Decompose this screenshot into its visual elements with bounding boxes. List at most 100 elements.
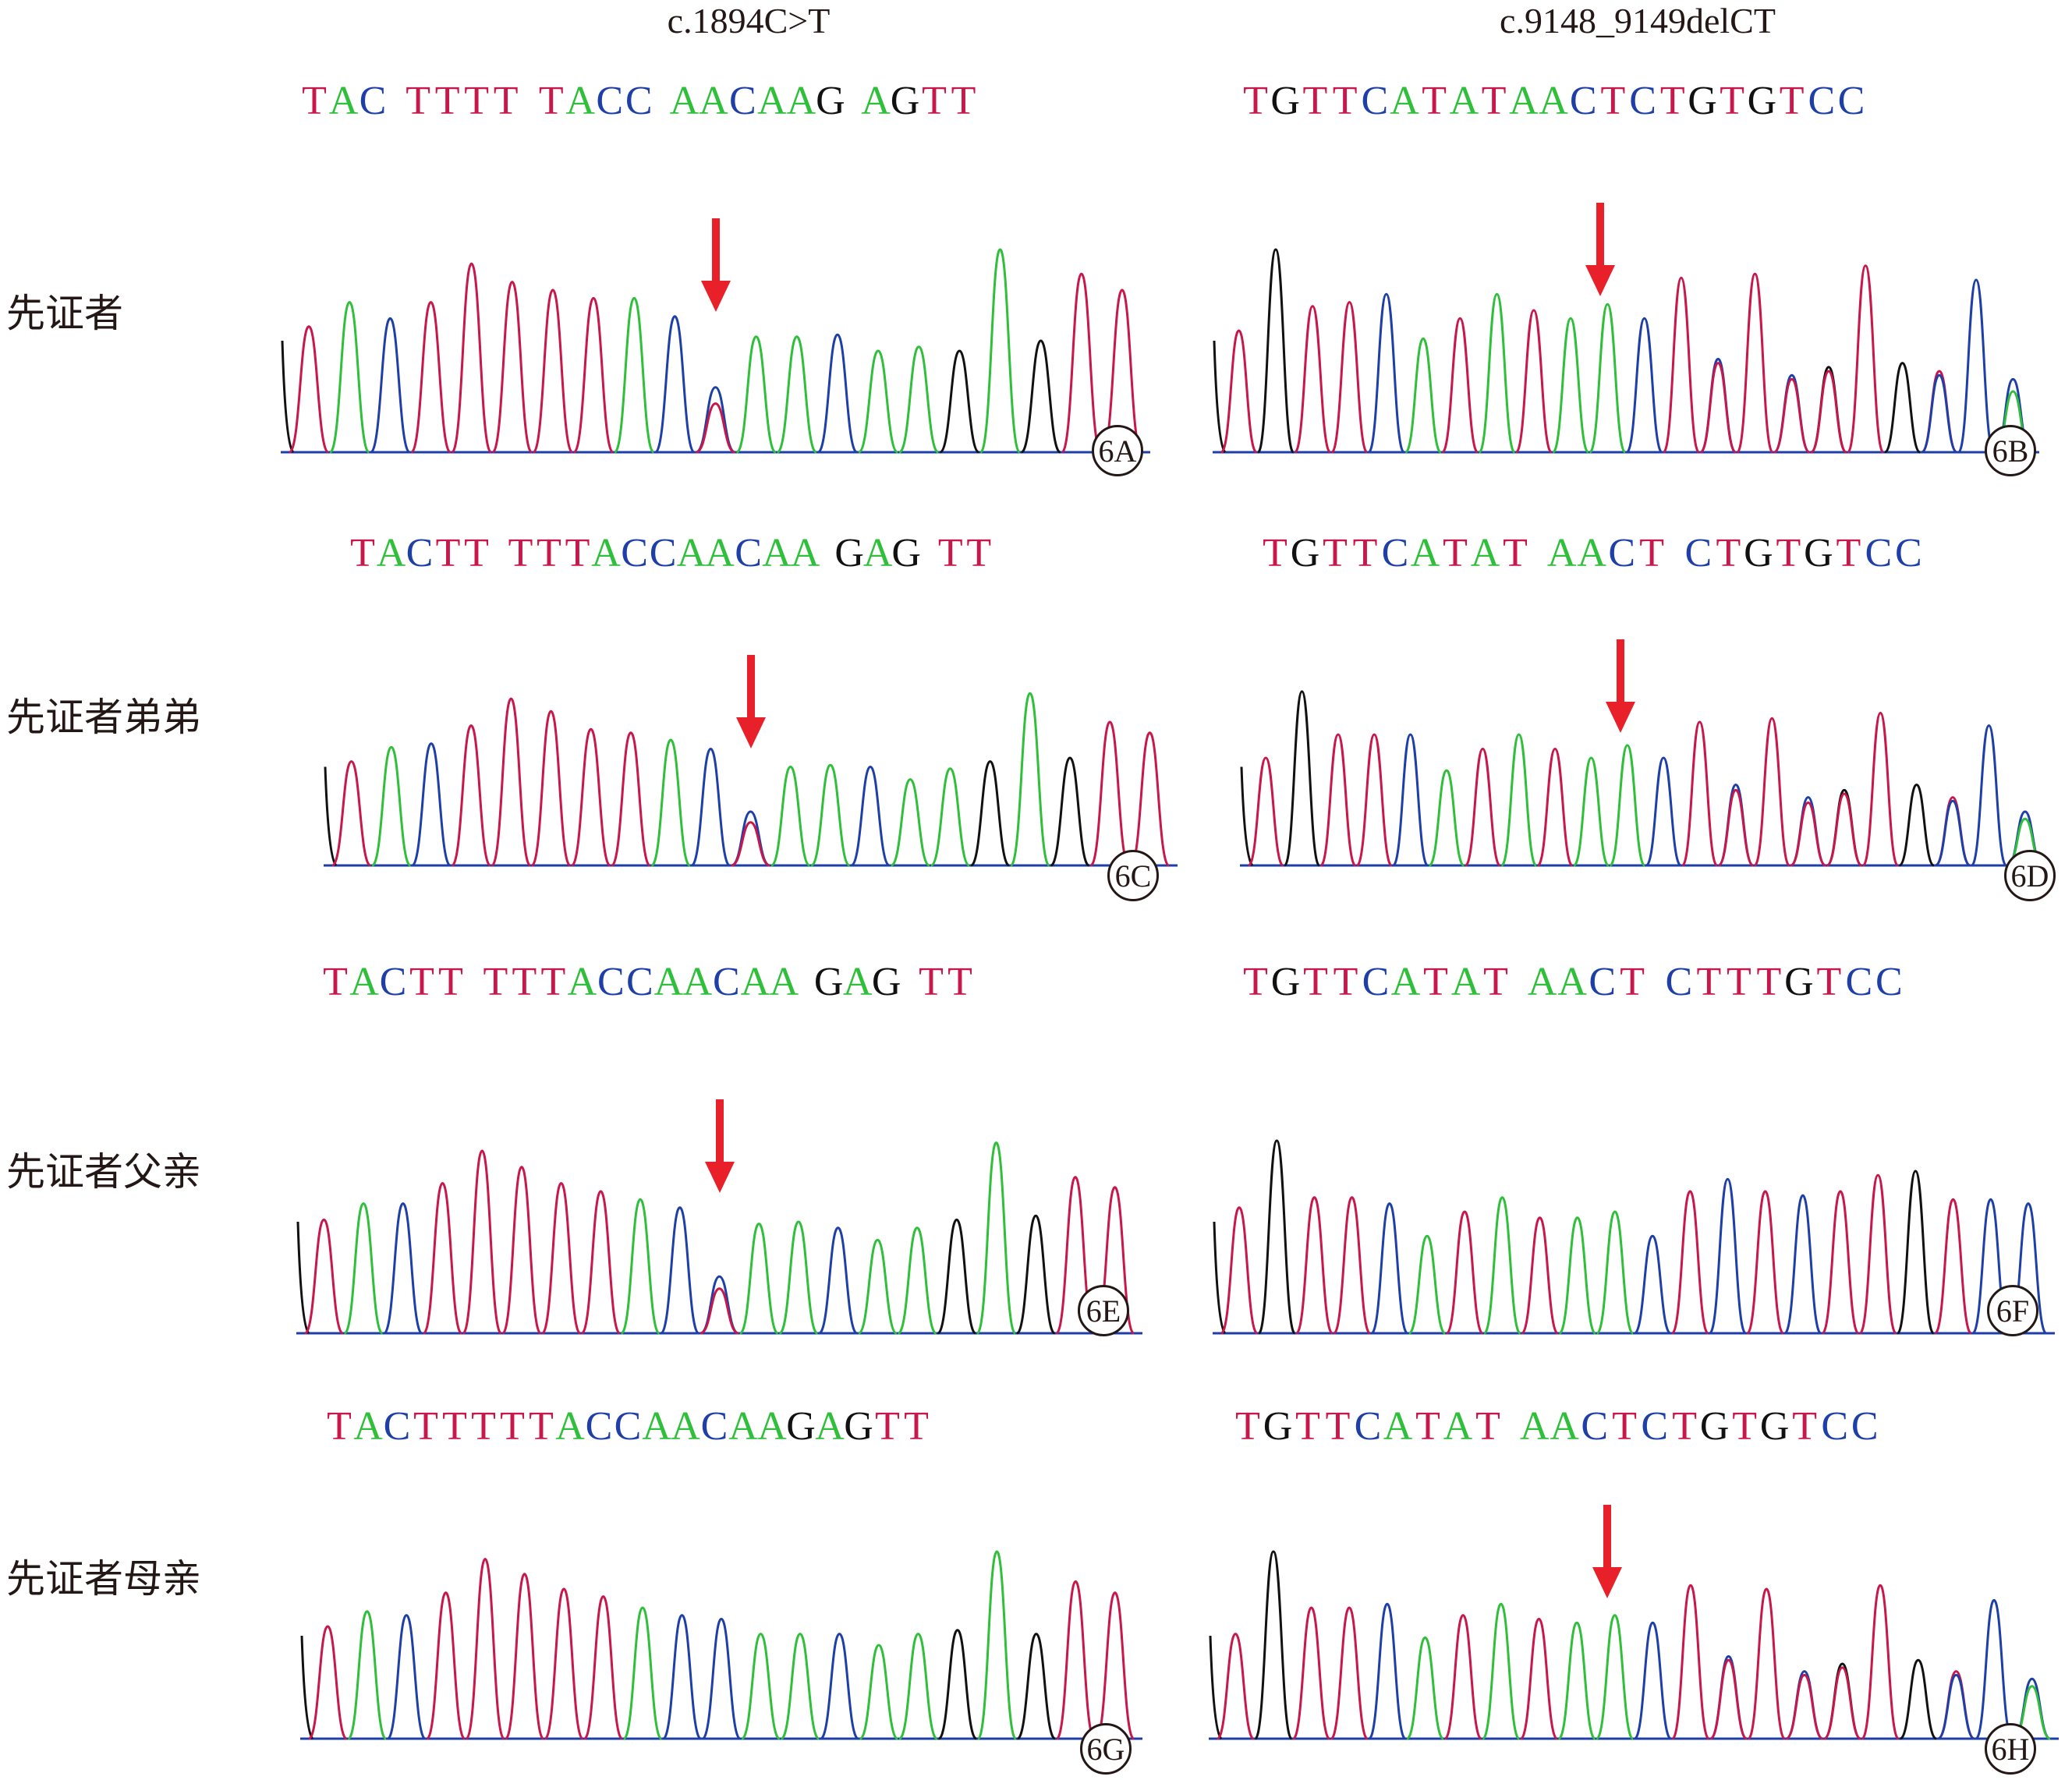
trace-start xyxy=(1209,1635,1223,1740)
base-letter: A xyxy=(740,960,770,1004)
base-letter: A xyxy=(1410,531,1440,575)
base-letter: C xyxy=(1361,79,1389,123)
peak-C xyxy=(382,1202,423,1335)
base-letter: C xyxy=(1354,1404,1382,1449)
peak-T xyxy=(1095,1591,1135,1740)
peak-A xyxy=(1478,292,1516,454)
base-letter: A xyxy=(786,79,816,123)
peak-T xyxy=(1709,1658,1748,1740)
peak-T xyxy=(1861,711,1900,867)
base-letter: T xyxy=(1235,1404,1260,1449)
peak-T xyxy=(731,821,770,867)
peak-T xyxy=(1330,301,1369,454)
base-letter: T xyxy=(350,531,375,575)
panel-badge: 6G xyxy=(1080,1723,1132,1775)
base-letter: G xyxy=(786,1404,816,1449)
base-letter: G xyxy=(1270,960,1301,1004)
peak-C xyxy=(1633,1621,1673,1740)
base-letter: T xyxy=(529,1404,554,1449)
peak-T xyxy=(1790,801,1826,867)
peak-A xyxy=(740,1633,781,1740)
mutation-arrow xyxy=(735,655,766,748)
peak-T xyxy=(1826,792,1863,867)
peak-T xyxy=(1333,1196,1372,1335)
mutation-arrow xyxy=(704,1099,735,1193)
peak-T xyxy=(1216,1633,1256,1740)
peak-T xyxy=(1355,733,1393,867)
base-letter: A xyxy=(1449,79,1479,123)
peak-C xyxy=(1391,733,1429,867)
peak-A xyxy=(857,1238,898,1335)
peak-A xyxy=(1405,1636,1445,1740)
mutation-arrow xyxy=(1585,203,1615,296)
peak-C xyxy=(1937,1673,1975,1740)
peak-G xyxy=(1883,362,1921,454)
panel-6a: T A C T T T T T A C C A A C A A G A G T T 6A xyxy=(281,78,1150,480)
base-letter: T xyxy=(512,960,537,1004)
base-letter: A xyxy=(1383,1404,1413,1449)
base-letter: C xyxy=(1837,79,1865,123)
peak-A xyxy=(347,1610,388,1740)
base-letter: A xyxy=(762,531,792,575)
peak-T xyxy=(1933,1198,1973,1335)
peak-C xyxy=(1957,278,1996,454)
base-letter: T xyxy=(1732,1404,1758,1449)
base-letter: A xyxy=(328,79,359,123)
peak-T xyxy=(1101,288,1143,454)
peak-T xyxy=(1785,1673,1823,1740)
base-letter: A xyxy=(862,531,893,575)
panel-6h: T G T T C A T A T A A C T C T G T G T C C 6H xyxy=(1209,1403,2059,1778)
base-letter: C xyxy=(1821,1404,1849,1449)
base-letter: C xyxy=(1665,960,1693,1004)
peak-T xyxy=(1847,264,1885,454)
peak-C xyxy=(653,315,696,454)
peak-A xyxy=(810,763,851,867)
base-letter: T xyxy=(442,1404,467,1449)
base-letter: A xyxy=(1539,79,1568,123)
base-letter: T xyxy=(1333,960,1358,1004)
peak-T xyxy=(1220,1206,1259,1335)
peak-T xyxy=(1717,788,1755,867)
peak-A xyxy=(1558,1216,1597,1335)
base-letter: T xyxy=(1483,960,1508,1004)
peak-A xyxy=(979,248,1021,454)
base-letter: C xyxy=(1362,960,1390,1004)
peak-T xyxy=(1445,1210,1484,1335)
peak-T xyxy=(1536,747,1574,867)
peak-A xyxy=(738,1223,780,1335)
base-letter: T xyxy=(1423,960,1448,1004)
panel-6f: T G T T C A T A T A A C T C T T T G T C C 6F xyxy=(1213,959,2055,1339)
peak-C xyxy=(1975,1598,2014,1740)
peak-G xyxy=(1049,756,1091,867)
peak-T xyxy=(695,402,736,454)
peak-T xyxy=(1861,1584,1900,1740)
base-letter: C xyxy=(713,960,740,1004)
base-letter: G xyxy=(1759,1404,1790,1449)
peak-T xyxy=(1220,329,1258,454)
base-letter: A xyxy=(653,960,684,1004)
base-letter: C xyxy=(1641,1404,1669,1449)
chromatogram-trace xyxy=(324,692,1178,867)
peak-T xyxy=(530,710,572,867)
base-letter: A xyxy=(567,960,597,1004)
peak-A xyxy=(1404,337,1443,454)
base-letter: T xyxy=(1443,531,1468,575)
peak-T xyxy=(1747,1587,1787,1740)
peak-C xyxy=(819,1633,860,1740)
base-letter: T xyxy=(1639,531,1665,575)
base-letter: T xyxy=(1303,960,1328,1004)
base-letter: C xyxy=(1875,960,1903,1004)
peak-G xyxy=(1257,1139,1296,1335)
chromatogram-trace xyxy=(300,1550,1142,1740)
row-label-brother: 先证者弟弟 xyxy=(6,695,201,740)
base-letter: C xyxy=(1845,960,1873,1004)
trace-start xyxy=(1213,1221,1227,1335)
peak-T xyxy=(1330,1606,1369,1740)
base-letter: G xyxy=(1688,79,1717,123)
peak-C xyxy=(659,1206,700,1335)
peak-A xyxy=(1482,1196,1521,1335)
peak-G xyxy=(1254,1550,1293,1740)
base-letter: T xyxy=(1696,960,1722,1004)
base-letter: A xyxy=(353,1404,383,1449)
peak-G xyxy=(1016,1633,1057,1740)
